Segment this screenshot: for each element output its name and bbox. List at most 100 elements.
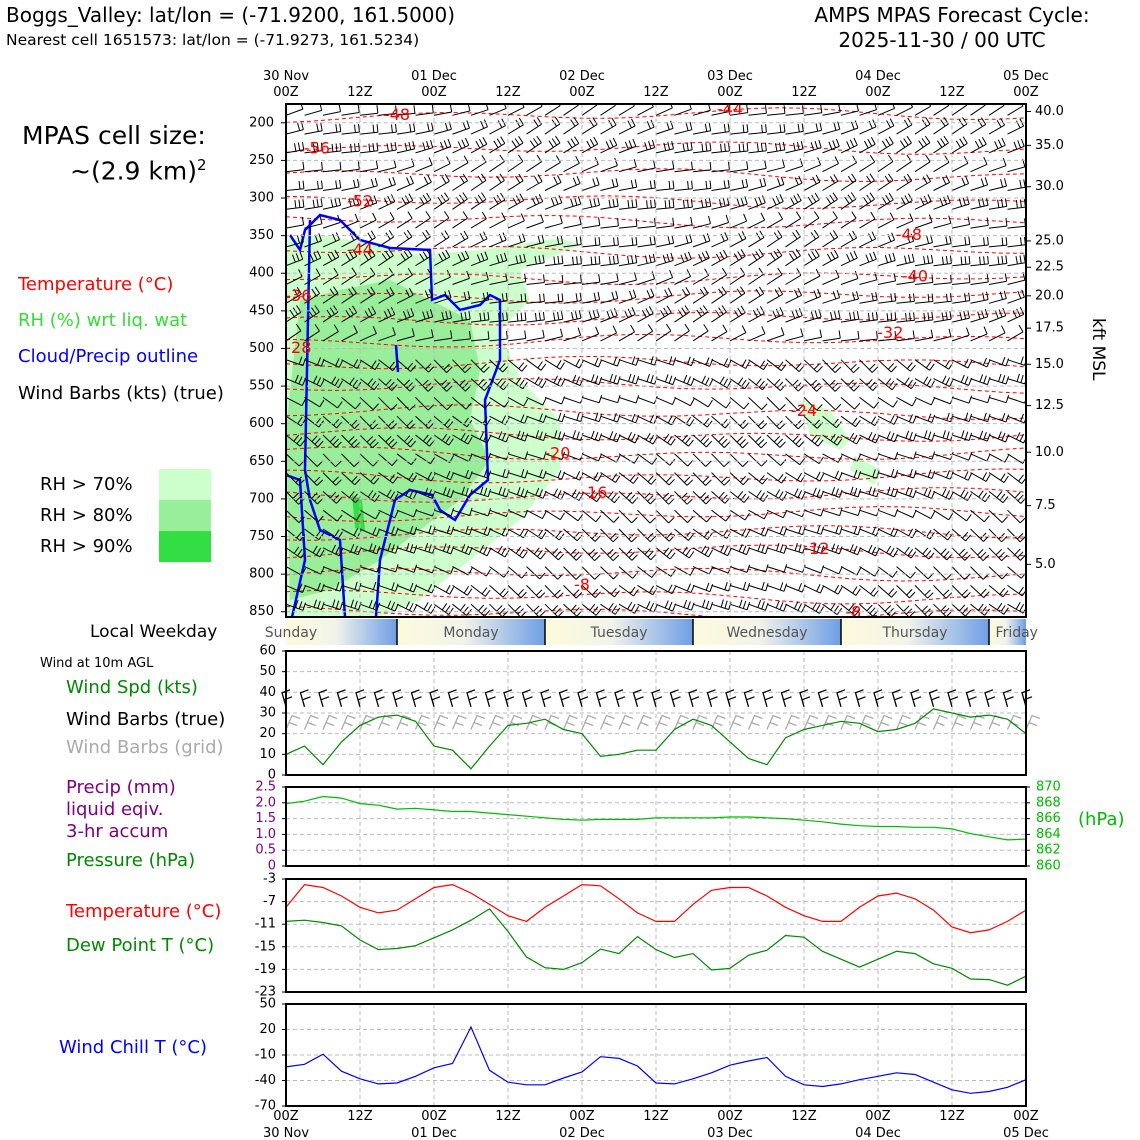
wind-barb [322, 491, 343, 504]
wind-barb [452, 486, 473, 498]
weekday-label-5: Friday [996, 625, 1038, 641]
wind-barb [452, 230, 469, 248]
temperature-label-6: -40 [902, 267, 928, 286]
wind-barb [933, 396, 954, 405]
cloud-outline [288, 213, 502, 617]
wind-barb [470, 359, 490, 373]
wind-barb [286, 528, 306, 541]
wind-barb [729, 196, 748, 210]
wind-barb [785, 601, 806, 613]
wind-barb [840, 359, 860, 374]
wind-barb [341, 305, 358, 323]
weekday-label-3: Wednesday [726, 625, 807, 641]
wind-barb [655, 305, 672, 323]
wind-barb [1025, 435, 1026, 436]
wind-barb [970, 412, 991, 423]
wind-barb [470, 211, 487, 229]
wind-barb [526, 311, 545, 323]
wind-barb [433, 378, 453, 392]
wind-barb [470, 544, 492, 557]
wind-barb [581, 453, 603, 462]
wind-barb [822, 104, 841, 116]
wind-barb [951, 489, 973, 502]
wind-barb [563, 547, 583, 561]
wind-barb [655, 356, 677, 366]
wind-barb [803, 543, 825, 554]
wind-barb [822, 174, 839, 191]
wind-barb [914, 174, 932, 191]
wind-barb [988, 237, 1008, 248]
temperature-isotherm [286, 487, 1026, 503]
wind-barb [637, 160, 656, 173]
wind-barb [674, 251, 692, 267]
wind-barb [618, 491, 639, 504]
wind-barb [286, 161, 305, 173]
wind-barb [748, 453, 768, 467]
wind-barb [951, 136, 968, 154]
true-wind-barb [762, 689, 774, 707]
wind-barb [933, 235, 952, 248]
wind-barb [470, 331, 490, 342]
wind-barb [896, 253, 915, 267]
wind-barb [396, 193, 414, 210]
wind-barb [489, 378, 509, 391]
wind-barb [526, 396, 547, 406]
wind-barb [1007, 104, 1024, 116]
wind-barb [988, 117, 1006, 135]
wind-barb [286, 305, 302, 323]
true-wind-barb [632, 689, 644, 707]
wind-barb [286, 374, 307, 386]
wind-barb [581, 585, 601, 598]
wind-barb [933, 117, 949, 135]
wind-barb [785, 583, 806, 593]
pressure-right-tick-label: 862 [1036, 843, 1061, 858]
wind-barb [692, 545, 714, 558]
wind-barb [470, 431, 492, 444]
wind-barb [507, 173, 524, 191]
wind-barb [748, 248, 764, 267]
grid-wind-barb [803, 714, 819, 730]
wind-barb [470, 231, 488, 248]
wind-barb [785, 123, 804, 135]
wind-barb [748, 105, 767, 116]
wind-barb [877, 486, 899, 498]
grid-wind-barb [340, 714, 356, 730]
wind-barb [970, 472, 991, 482]
wind-barb [655, 180, 675, 191]
wind-barb [1007, 289, 1025, 304]
wind-barb [322, 286, 339, 304]
bottom-date-label: 01 Dec [411, 1126, 457, 1140]
wind-barb [618, 472, 639, 484]
wind-barb [785, 328, 804, 342]
wind-barb [951, 327, 970, 342]
wind-barb [526, 603, 546, 617]
wind-barb [766, 489, 788, 501]
grid-wind-barb [396, 714, 412, 730]
wind-barb [544, 566, 564, 580]
wind-barb [286, 415, 306, 427]
wind-barb [729, 434, 749, 449]
true-wind-barb [669, 689, 681, 707]
wind-barb [711, 286, 727, 304]
wind-barb [803, 229, 820, 248]
wind-barb [729, 286, 746, 304]
wind-barb [396, 140, 416, 154]
wind-barb [359, 267, 376, 285]
wind-barb [322, 599, 344, 610]
wind-barb [581, 104, 598, 116]
wind-barb [988, 453, 1010, 463]
wind-barb [452, 432, 473, 445]
wind-barb [674, 434, 694, 447]
bottom-hour-label: 12Z [939, 1109, 965, 1124]
wind-barb [618, 602, 640, 614]
wind-barb [729, 161, 749, 173]
hpa-unit-label: (hPa) [1078, 809, 1125, 830]
wind-barb [692, 215, 711, 229]
wind-barb [433, 397, 453, 411]
wind-barb [563, 528, 583, 542]
wind-barb [470, 192, 487, 210]
wind-barb [341, 196, 360, 210]
wind-barb [526, 469, 547, 479]
pressure-tick-label: 250 [249, 153, 274, 168]
wind-barb [692, 415, 713, 428]
